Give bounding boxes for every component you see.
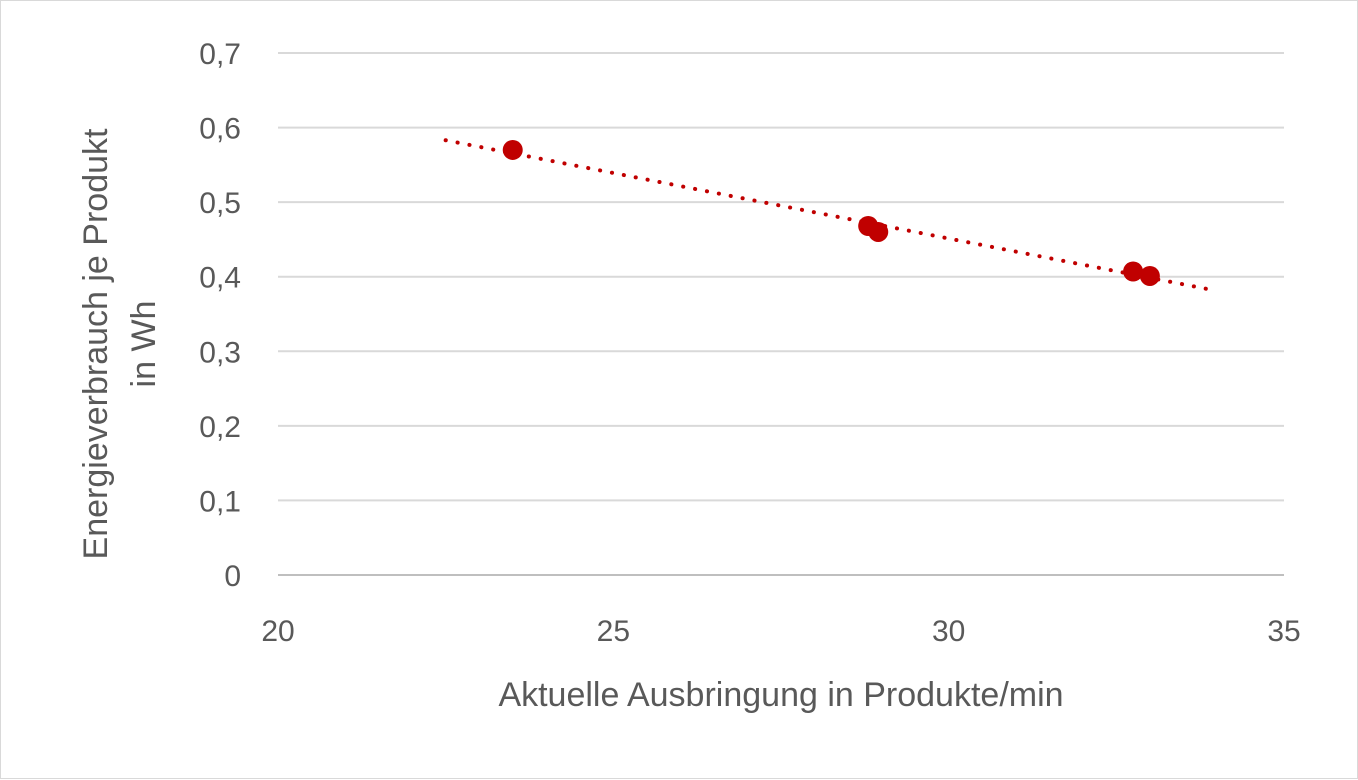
y-tick-label: 0,6	[199, 113, 241, 146]
y-tick-label: 0,3	[199, 336, 241, 369]
data-point	[868, 221, 889, 242]
y-tick-label: 0,2	[199, 411, 241, 444]
data-point	[1123, 261, 1144, 282]
y-tick-label: 0,5	[199, 187, 241, 220]
trendline	[443, 138, 1219, 293]
x-tick-label: 25	[597, 615, 630, 648]
x-tick-labels: 20 25 30 35	[261, 615, 1300, 648]
x-tick-label: 35	[1267, 615, 1300, 648]
gridlines	[278, 52, 1284, 576]
data-point	[502, 139, 523, 160]
y-axis-title-line-1: Energieverbrauch je Produkt	[77, 128, 115, 559]
y-axis-title-line-2: in Wh	[125, 301, 163, 388]
x-tick-label: 30	[932, 615, 965, 648]
data-point	[1139, 265, 1160, 286]
y-tick-label: 0,4	[199, 262, 241, 295]
trendline-layer	[443, 138, 1219, 293]
y-tick-label: 0,7	[199, 38, 241, 71]
data-points	[502, 139, 1160, 286]
x-tick-label: 20	[261, 615, 294, 648]
x-axis-title: Aktuelle Ausbringung in Produkte/min	[498, 676, 1063, 714]
y-tick-label: 0	[224, 560, 241, 593]
y-tick-labels: 0 0,1 0,2 0,3 0,4 0,5 0,6 0,7	[199, 38, 241, 593]
y-tick-label: 0,1	[199, 485, 241, 518]
y-axis-title: Energieverbrauch je Produkt in Wh	[77, 128, 163, 559]
